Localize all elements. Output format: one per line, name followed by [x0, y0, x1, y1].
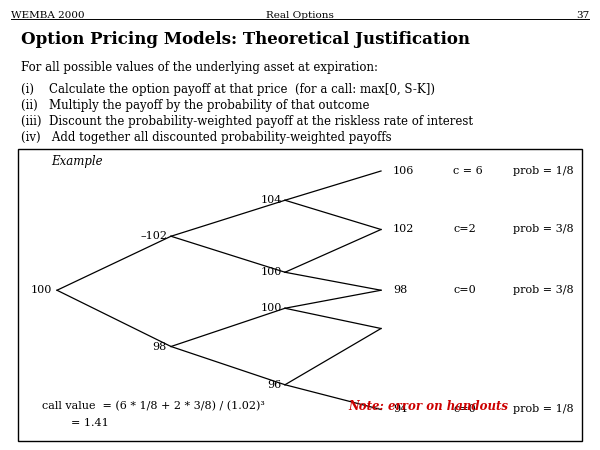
Text: 100: 100 [260, 303, 282, 313]
Text: 37: 37 [576, 11, 589, 20]
Text: WEMBA 2000: WEMBA 2000 [11, 11, 85, 20]
Text: (iii)  Discount the probability-weighted payoff at the riskless rate of interest: (iii) Discount the probability-weighted … [21, 115, 473, 128]
Text: prob = 3/8: prob = 3/8 [513, 285, 574, 295]
Text: –102: –102 [141, 231, 168, 241]
Text: 100: 100 [31, 285, 52, 295]
Text: c = 6: c = 6 [453, 166, 483, 176]
Text: c=0: c=0 [453, 405, 476, 414]
Text: prob = 1/8: prob = 1/8 [513, 166, 574, 176]
Text: For all possible values of the underlying asset at expiration:: For all possible values of the underlyin… [21, 61, 378, 74]
Text: = 1.41: = 1.41 [71, 418, 109, 428]
Text: (i)    Calculate the option payoff at that price  (for a call: max[0, S-K]): (i) Calculate the option payoff at that … [21, 83, 435, 96]
Text: c=2: c=2 [453, 225, 476, 234]
FancyBboxPatch shape [18, 148, 582, 441]
Text: 94: 94 [393, 405, 407, 414]
Text: (iv)   Add together all discounted probability-weighted payoffs: (iv) Add together all discounted probabi… [21, 130, 392, 144]
Text: 102: 102 [393, 225, 415, 234]
Text: Real Options: Real Options [266, 11, 334, 20]
Text: 98: 98 [393, 285, 407, 295]
Text: 96: 96 [268, 380, 282, 390]
Text: 100: 100 [260, 267, 282, 277]
Text: (ii)   Multiply the payoff by the probability of that outcome: (ii) Multiply the payoff by the probabil… [21, 99, 370, 112]
Text: Note: error on handouts: Note: error on handouts [348, 400, 508, 414]
Text: prob = 1/8: prob = 1/8 [513, 405, 574, 414]
Text: call value  = (6 * 1/8 + 2 * 3/8) / (1.02)³: call value = (6 * 1/8 + 2 * 3/8) / (1.02… [42, 400, 265, 411]
Text: Option Pricing Models: Theoretical Justification: Option Pricing Models: Theoretical Justi… [21, 32, 470, 49]
Text: prob = 3/8: prob = 3/8 [513, 225, 574, 234]
Text: 104: 104 [260, 195, 282, 205]
Text: 98: 98 [152, 342, 166, 351]
Text: 106: 106 [393, 166, 415, 176]
Text: Example: Example [51, 155, 103, 168]
Text: c=0: c=0 [453, 285, 476, 295]
